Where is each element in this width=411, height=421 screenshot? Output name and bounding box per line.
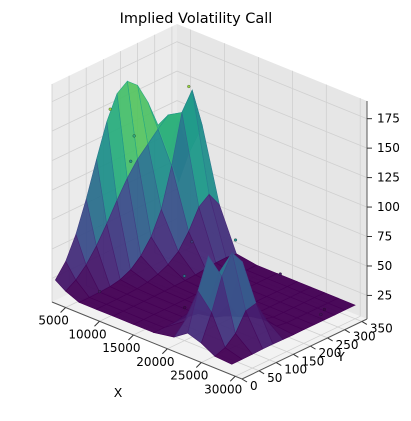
x-axis-label: X [114, 385, 123, 400]
x-tick-mark [195, 362, 202, 368]
y-tick-label: 300 [353, 330, 376, 344]
x-tick-label: 5000 [38, 314, 69, 328]
z-tick-label: 50 [377, 259, 392, 273]
y-tick-label: 0 [250, 379, 258, 393]
surface-point [190, 240, 194, 244]
x-tick-mark [229, 375, 236, 382]
z-tick-label: 25 [377, 288, 392, 302]
y-tick-mark [310, 345, 316, 350]
surface-point [98, 290, 102, 294]
surface-point [182, 274, 186, 278]
y-tick-mark [361, 321, 368, 325]
surface-point [187, 84, 191, 89]
x-tick-mark [94, 320, 100, 327]
x-tick-label: 30000 [204, 382, 242, 396]
y-tick-label: 250 [336, 338, 359, 352]
y-axis-line [241, 318, 368, 380]
x-tick-label: 15000 [102, 341, 140, 355]
y-tick-mark [327, 337, 333, 342]
y-tick-label: 100 [284, 363, 307, 377]
z-grid-line [51, 41, 368, 120]
x-tick-label: 25000 [170, 369, 208, 383]
surface-point [233, 238, 238, 242]
surface-plot [55, 80, 356, 365]
z-tick-label: 150 [377, 141, 400, 155]
x-tick-mark [60, 307, 66, 313]
surface-point [278, 272, 282, 276]
surface-point [322, 307, 326, 312]
z-grid-line [51, 100, 368, 178]
y-tick-label: 200 [319, 346, 342, 360]
x-tick-mark [128, 334, 134, 341]
z-tick-label: 125 [377, 171, 400, 185]
y-tick-label: 50 [267, 371, 282, 385]
y-tick-mark [258, 370, 265, 375]
y-tick-label: 150 [301, 354, 324, 368]
surface-point [108, 107, 112, 111]
surface-point [183, 306, 187, 310]
x-tick-label: 20000 [136, 355, 174, 369]
z-tick-label: 175 [377, 112, 400, 126]
z-grid-line [51, 70, 368, 149]
axes [51, 101, 372, 383]
y-axis-label: Y [336, 349, 345, 364]
y-tick-mark [344, 329, 350, 334]
y-tick-mark [241, 378, 248, 383]
z-tick-label: 75 [377, 230, 392, 244]
x-tick-label: 10000 [68, 327, 106, 341]
y-tick-mark [275, 362, 282, 366]
chart-title: Implied Volatility Call [120, 11, 273, 27]
surface-point [129, 159, 133, 163]
x-tick-mark [162, 348, 168, 355]
surface-point [132, 134, 136, 138]
z-tick-label: 100 [377, 200, 400, 214]
y-tick-mark [293, 353, 299, 358]
x-axis-line [51, 301, 243, 380]
surface-facet [214, 347, 243, 365]
surface-point [319, 312, 323, 317]
y-tick-label: 350 [370, 322, 393, 336]
x-grid-line [235, 98, 361, 377]
